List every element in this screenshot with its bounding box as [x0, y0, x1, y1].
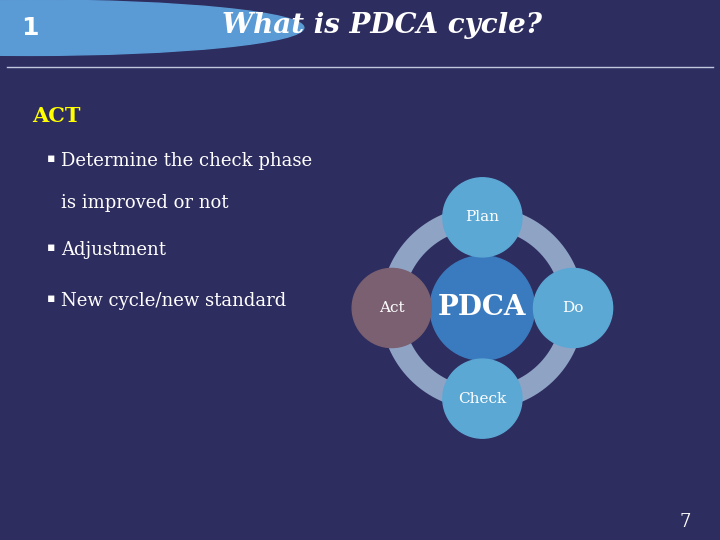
Circle shape — [352, 268, 431, 348]
Circle shape — [431, 256, 534, 360]
Text: ACT: ACT — [32, 106, 81, 126]
Text: PDCA: PDCA — [438, 294, 526, 321]
Text: What is PDCA cycle?: What is PDCA cycle? — [222, 12, 541, 39]
Circle shape — [0, 0, 304, 56]
Text: is improved or not: is improved or not — [61, 194, 229, 212]
Text: Determine the check phase: Determine the check phase — [61, 152, 312, 170]
Text: New cycle/new standard: New cycle/new standard — [61, 293, 287, 310]
Circle shape — [443, 178, 522, 257]
Text: ▪: ▪ — [47, 152, 55, 165]
Text: 1: 1 — [22, 16, 39, 40]
Text: Plan: Plan — [465, 210, 500, 224]
Text: 7: 7 — [680, 512, 691, 531]
Circle shape — [443, 359, 522, 438]
Text: Check: Check — [458, 392, 507, 406]
Text: ▪: ▪ — [47, 241, 55, 254]
Circle shape — [534, 268, 613, 348]
Text: Adjustment: Adjustment — [61, 241, 166, 259]
Text: Act: Act — [379, 301, 405, 315]
Text: Do: Do — [562, 301, 584, 315]
Text: ▪: ▪ — [47, 293, 55, 306]
